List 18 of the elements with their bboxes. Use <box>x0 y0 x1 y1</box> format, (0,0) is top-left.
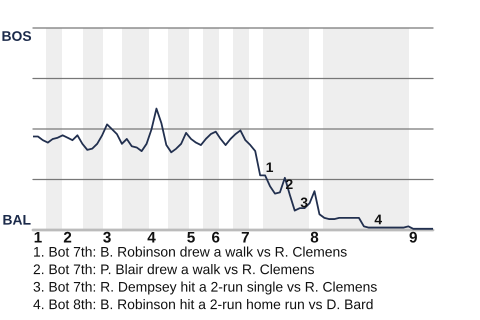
text: 4. Bot 8th: B. Robinson hit a 2-run home run vs D. Bard <box>33 299 373 310</box>
x-tick-label: 9 <box>410 232 417 243</box>
text: 1. Bot 7th: B. Robinson drew a walk vs R. Clemens <box>34 246 347 257</box>
x-tick-label: 1 <box>34 232 42 242</box>
x-tick-label: 6 <box>212 232 220 243</box>
text: BAL <box>3 215 31 225</box>
x-tick-label: 3 <box>103 232 111 243</box>
annotation: 4 <box>374 214 382 224</box>
x-tick-label: 5 <box>187 232 195 243</box>
x-tick-label: 8 <box>310 232 318 243</box>
x-tick-label: 2 <box>64 232 72 242</box>
x-tick-label: 4 <box>148 232 156 242</box>
x-tick-label: 7 <box>242 232 249 242</box>
text: 2. Bot 7th: P. Blair drew a walk vs R. Clemens <box>34 264 314 274</box>
annotation: 1 <box>266 162 274 172</box>
text: 3. Bot 7th: R. Dempsey hit a 2-run single vs R. Clemens <box>34 282 377 294</box>
annotation: 3 <box>300 198 308 208</box>
ref-line-label: BOS <box>2 31 32 41</box>
